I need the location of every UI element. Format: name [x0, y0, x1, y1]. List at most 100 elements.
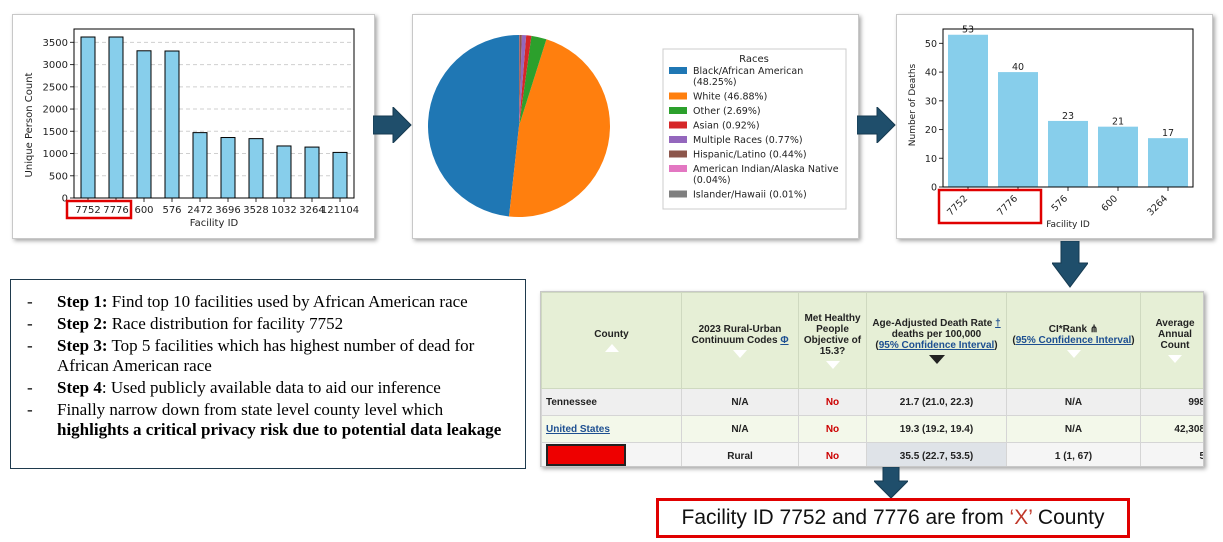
- conclusion-text: Facility ID 7752 and 7776 are from: [681, 506, 1010, 529]
- county-cell-redacted: [541, 442, 682, 466]
- y-tick-label: 1000: [43, 149, 68, 160]
- bar: [80, 36, 96, 199]
- info-icon[interactable]: ⋔: [1089, 323, 1099, 335]
- right-arrow-icon: [857, 107, 896, 143]
- header-label: 2023 Rural-Urban Continuum Codes: [691, 323, 782, 346]
- step-item: Finally narrow down from state level cou…: [27, 400, 511, 440]
- conclusion-suffix: County: [1032, 506, 1105, 529]
- y-tick-label: 40: [925, 68, 937, 79]
- step-text: : Used publicly available data to aid ou…: [101, 378, 441, 397]
- header-label: CI*Rank: [1048, 323, 1088, 335]
- table-row: United States N/A No 19.3 (19.2, 19.4) N…: [541, 415, 1203, 443]
- header-label: Average Annual Count: [1155, 318, 1195, 351]
- info-link[interactable]: †: [995, 317, 1001, 329]
- met-objective-cell: No: [798, 415, 867, 443]
- x-tick-label: 600: [134, 205, 153, 216]
- bar: [332, 151, 348, 199]
- col-header-met-objective[interactable]: Met Healthy People Objective of 15.3?: [798, 292, 867, 389]
- legend-label: Hispanic/Latino (0.44%): [693, 150, 807, 161]
- death-rate-cell: 21.7 (21.0, 22.3): [866, 388, 1007, 416]
- legend-title: Races: [739, 54, 769, 65]
- bar: [108, 36, 124, 199]
- header-label: Met Healthy People Objective of 15.3?: [803, 312, 862, 357]
- legend-label: American Indian/Alaska Native: [693, 164, 839, 175]
- death-rate-cell: 35.5 (22.7, 53.5): [866, 442, 1007, 466]
- rural-urban-cell: N/A: [681, 415, 799, 443]
- bar: [1098, 126, 1138, 187]
- x-axis-label: Facility ID: [190, 218, 239, 229]
- average-count-cell: 998: [1140, 388, 1203, 416]
- x-tick-label: 7752: [75, 205, 100, 216]
- bar: [1048, 120, 1088, 187]
- y-tick-label: 0: [931, 183, 937, 194]
- sort-down-icon[interactable]: [733, 349, 747, 358]
- conclusion-box: Facility ID 7752 and 7776 are from ‘X’ C…: [656, 498, 1130, 538]
- sort-down-icon[interactable]: [1066, 349, 1081, 358]
- x-tick-label: 3264: [299, 205, 324, 216]
- steps-list: Step 1: Find top 10 facilities used by A…: [27, 292, 511, 440]
- rural-urban-cell: Rural: [681, 442, 799, 466]
- y-tick-label: 500: [49, 171, 68, 182]
- y-axis-label: Unique Person Count: [24, 72, 35, 177]
- met-objective-cell: No: [798, 388, 867, 416]
- pie-slice: [519, 35, 532, 126]
- table-row: Rural No 35.5 (22.7, 53.5) 1 (1, 67) 5: [541, 442, 1203, 466]
- step-item: Step 1: Find top 10 facilities used by A…: [27, 292, 511, 312]
- step-text: Top 5 facilities which has highest numbe…: [57, 336, 475, 375]
- bar: [136, 50, 152, 199]
- col-header-county[interactable]: County: [541, 292, 682, 389]
- x-axis-label: Facility ID: [1046, 220, 1090, 230]
- x-tick-label: 2472: [187, 205, 212, 216]
- down-arrow-icon: [1052, 241, 1088, 288]
- county-data-table: County 2023 Rural-Urban Continuum Codes …: [541, 292, 1203, 466]
- legend-label: White (46.88%): [693, 92, 767, 103]
- x-tick-label: 3696: [215, 205, 240, 216]
- sort-active-icon[interactable]: [928, 354, 945, 364]
- bar: [276, 145, 292, 199]
- redacted-county-box: [546, 443, 626, 466]
- x-tick-label: 7776: [103, 205, 128, 216]
- step-bold-text: highlights a critical privacy risk due t…: [57, 420, 502, 439]
- county-link[interactable]: United States: [546, 423, 610, 435]
- legend-swatch: [669, 136, 687, 143]
- plot-frame: [942, 28, 1194, 188]
- bar: [304, 146, 320, 199]
- x-tick-label: 600: [1100, 193, 1121, 214]
- y-tick-label: 20: [925, 125, 937, 136]
- sort-down-icon[interactable]: [825, 360, 840, 369]
- data-label: 17: [1162, 128, 1174, 139]
- confidence-interval-link[interactable]: 95% Confidence Interval: [878, 339, 995, 351]
- legend-swatch: [669, 165, 687, 172]
- rural-urban-cell: N/A: [681, 388, 799, 416]
- death-rate-cell: 19.3 (19.2, 19.4): [866, 415, 1007, 443]
- sort-down-icon[interactable]: [1168, 355, 1182, 363]
- steps-box: Step 1: Find top 10 facilities used by A…: [10, 279, 526, 469]
- county-cell: Tennessee: [541, 388, 682, 416]
- info-link[interactable]: Φ: [780, 334, 789, 346]
- race-distribution-pie-chart: Races Black/African American(48.25%) Whit…: [428, 35, 847, 217]
- col-header-ci-rank[interactable]: CI*Rank ⋔ (95% Confidence Interval): [1006, 292, 1141, 389]
- confidence-interval-link[interactable]: 95% Confidence Interval: [1015, 334, 1132, 346]
- bar: [1148, 138, 1188, 187]
- legend-label: Other (2.69%): [693, 106, 761, 117]
- col-header-average-count[interactable]: Average Annual Count: [1140, 292, 1203, 389]
- ci-rank-cell: N/A: [1006, 415, 1141, 443]
- legend-label: Asian (0.92%): [693, 121, 760, 132]
- header-sublabel: deaths per 100,000: [891, 328, 982, 340]
- pie-slice: [509, 39, 610, 217]
- legend-label: (48.25%): [693, 77, 737, 88]
- data-label: 23: [1062, 111, 1074, 122]
- col-header-death-rate[interactable]: Age-Adjusted Death Rate † deaths per 100,…: [866, 292, 1007, 389]
- bar: [164, 50, 180, 199]
- step-text: Race distribution for facility 7752: [107, 314, 344, 333]
- conclusion-highlight: ‘X’: [1009, 506, 1033, 529]
- chart-panel-deaths: Number of Deaths Facility ID 0 10 20 30 40 50…: [896, 14, 1213, 239]
- average-count-cell: 5: [1140, 442, 1203, 466]
- y-axis-label: Number of Deaths: [908, 63, 918, 146]
- x-tick-label: 576: [1050, 193, 1071, 214]
- col-header-rural-urban[interactable]: 2023 Rural-Urban Continuum Codes Φ: [681, 292, 799, 389]
- right-arrow-icon: [373, 107, 412, 143]
- step-text: Finally narrow down from state level cou…: [57, 400, 444, 419]
- legend-swatch: [669, 121, 687, 129]
- sort-up-icon[interactable]: [604, 344, 619, 352]
